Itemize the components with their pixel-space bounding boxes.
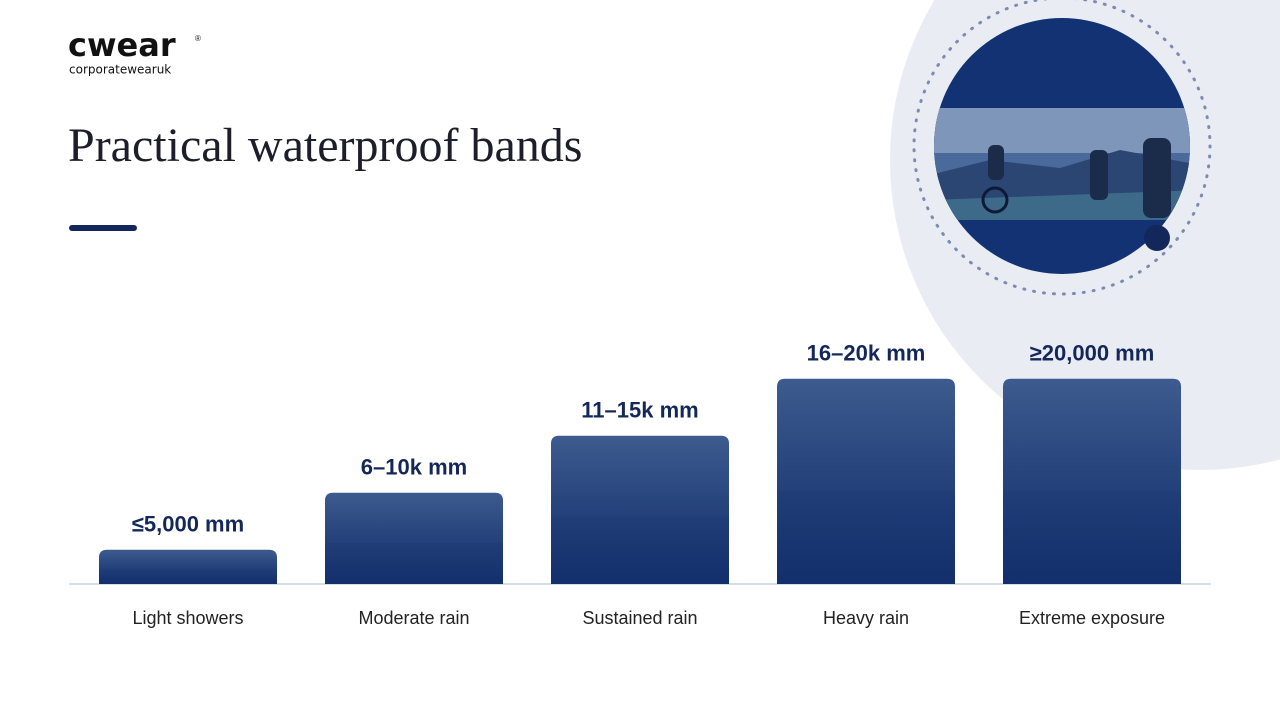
bar-shade bbox=[1003, 491, 1181, 584]
bar bbox=[99, 549, 277, 584]
bar bbox=[777, 378, 955, 584]
value-label: ≤5,000 mm bbox=[132, 512, 244, 537]
accent-dot bbox=[1144, 225, 1170, 251]
value-label: 6–10k mm bbox=[361, 455, 467, 480]
slide-title: Practical waterproof bands bbox=[68, 119, 582, 172]
value-label: ≥20,000 mm bbox=[1030, 341, 1155, 366]
dotted-ring bbox=[912, 0, 1212, 296]
bar bbox=[325, 492, 503, 584]
logo-mark: ® bbox=[195, 34, 201, 43]
logo-tagline: corporatewearuk bbox=[69, 63, 171, 77]
x-tick-label: Heavy rain bbox=[823, 608, 909, 628]
x-tick-label: Light showers bbox=[132, 608, 243, 628]
logo: cwear bbox=[68, 26, 176, 64]
title-accent bbox=[69, 225, 137, 231]
value-label: 11–15k mm bbox=[581, 398, 698, 423]
bar-shade bbox=[325, 542, 503, 584]
bar-shade bbox=[551, 517, 729, 584]
bar bbox=[1003, 378, 1181, 584]
x-tick-label: Moderate rain bbox=[358, 608, 469, 628]
value-label: 16–20k mm bbox=[807, 341, 926, 366]
x-tick-label: Extreme exposure bbox=[1019, 608, 1165, 628]
bar bbox=[551, 435, 729, 584]
bar-shade bbox=[777, 491, 955, 584]
x-tick-label: Sustained rain bbox=[582, 608, 697, 628]
bar-shade bbox=[99, 568, 277, 584]
